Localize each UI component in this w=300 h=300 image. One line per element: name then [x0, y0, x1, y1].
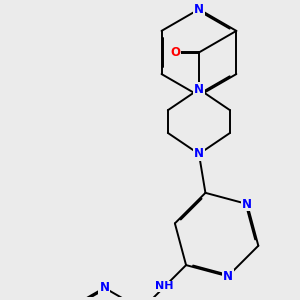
Text: N: N	[242, 197, 252, 211]
Text: NH: NH	[155, 281, 174, 292]
Text: N: N	[194, 148, 204, 160]
Text: O: O	[170, 46, 180, 59]
Text: N: N	[223, 270, 233, 283]
Text: N: N	[194, 83, 204, 96]
Text: N: N	[194, 3, 204, 16]
Text: N: N	[99, 281, 110, 294]
